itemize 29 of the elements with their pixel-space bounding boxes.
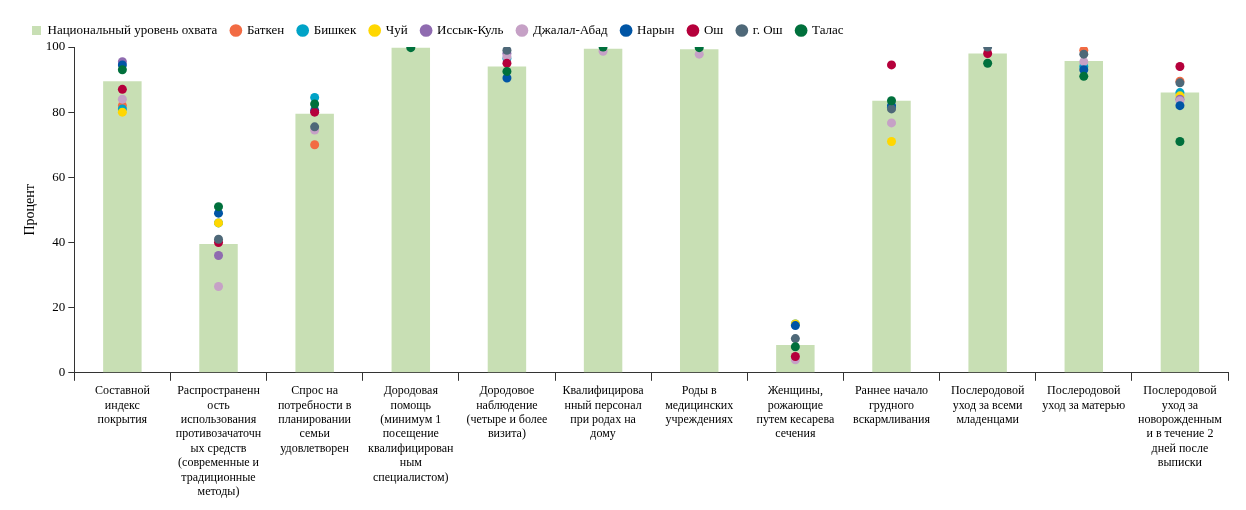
- legend-label: Национальный уровень охвата: [47, 21, 218, 37]
- legend-label: г. Ош: [752, 21, 783, 37]
- x-tick-label: Дородовое наблюдение (четыре и более визита): [466, 383, 548, 441]
- legend-label: Джалал-Абад: [532, 21, 608, 37]
- x-tick-label: Спрос на потребности в планировании семьи удовлетворен: [277, 383, 352, 455]
- legend-label: Баткен: [246, 21, 285, 37]
- legend-label: Бишкек: [313, 21, 357, 37]
- x-tick-label: Роды в медицинских учреждениях: [665, 383, 734, 426]
- x-tick-label: Распространенность использования противозачаточных средств (современные и традиционные методы): [175, 383, 262, 498]
- x-tick-label: Квалифицированный персонал при родах на дому: [562, 383, 645, 441]
- legend-label: Чуй: [385, 21, 408, 37]
- y-tick-label: 80: [52, 103, 66, 119]
- x-tick-label: Послеродовой уход за матерью: [1042, 383, 1126, 412]
- x-tick-label: Женщины, рожающие путем кесарева сечения: [756, 383, 835, 441]
- x-tick-label: Составной индекс покрытия: [94, 383, 151, 426]
- y-tick-label: 100: [45, 38, 66, 54]
- x-tick-label: Раннее начало грудного вскармливания: [853, 383, 931, 426]
- x-tick-label: Послеродовой уход за новорожденными в течение 2 дней после выписки: [1137, 383, 1223, 470]
- y-tick-label: 20: [52, 299, 66, 315]
- x-tick-label: Дородовая помощь (минимум 1 посещение квалифицированным специалистом): [368, 383, 455, 484]
- legend-label: Нарын: [637, 21, 675, 37]
- legend-label: Талас: [812, 21, 844, 37]
- y-axis-title: Процент: [22, 184, 38, 236]
- y-tick-label: 0: [58, 364, 66, 380]
- y-tick-label: 40: [52, 233, 66, 249]
- legend-label: Иссык-Куль: [437, 21, 504, 37]
- y-tick-label: 60: [52, 168, 66, 184]
- x-tick-label: Послеродовой уход за всеми младенцами: [950, 383, 1025, 426]
- legend-label: Ош: [703, 21, 724, 37]
